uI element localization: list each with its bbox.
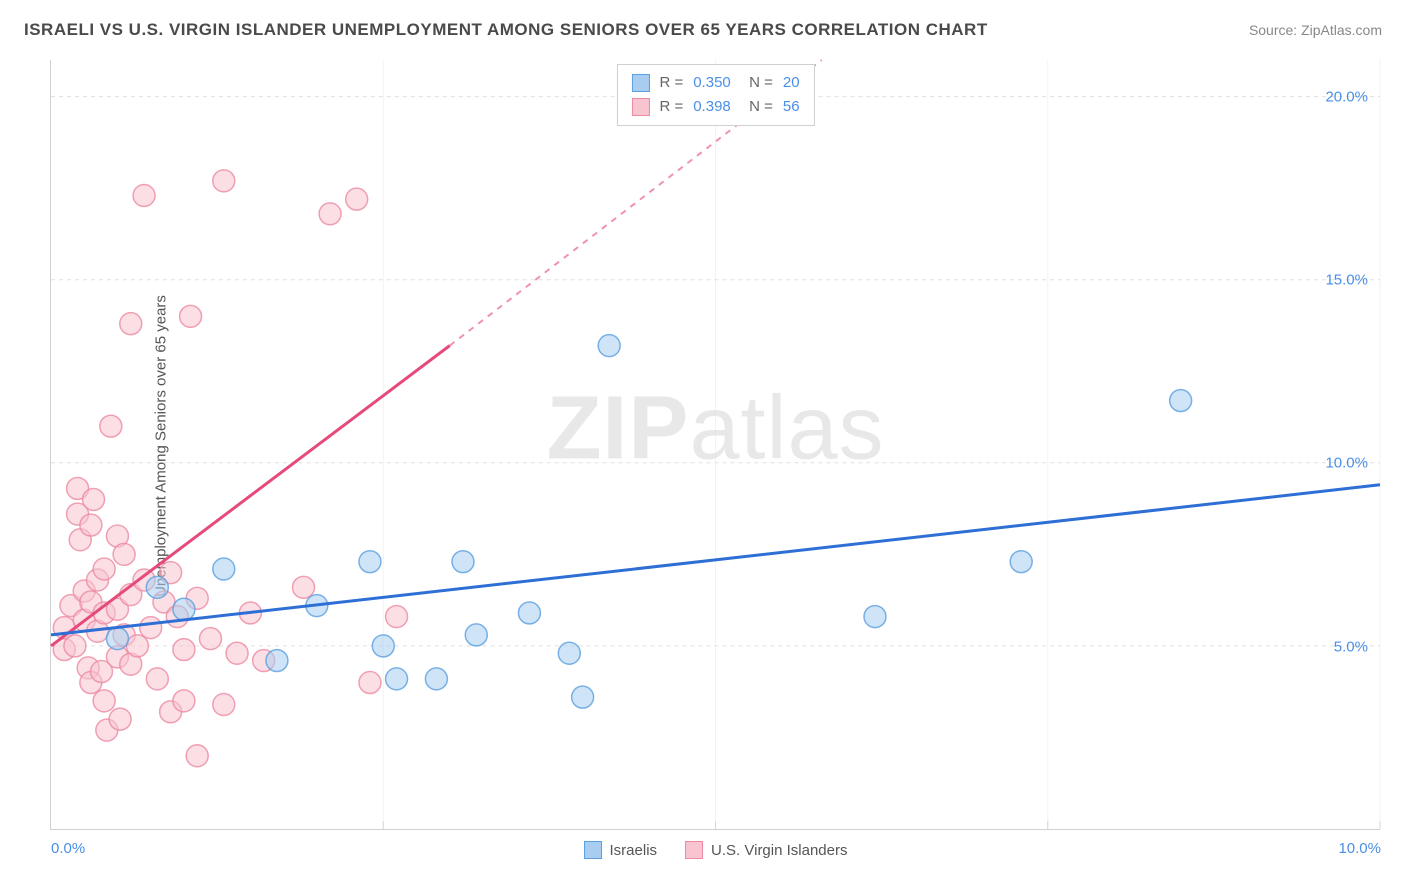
legend-row-usvi: R = 0.398 N = 56 [631,95,799,119]
swatch-pink-icon [685,841,703,859]
legend-item-israelis: Israelis [584,841,658,859]
legend-item-usvi: U.S. Virgin Islanders [685,841,847,859]
correlation-legend: R = 0.350 N = 20 R = 0.398 N = 56 [616,64,814,126]
chart-svg [51,60,1380,829]
x-tick-label: 10.0% [1338,840,1381,857]
y-tick-label: 20.0% [1325,88,1368,105]
chart-title: ISRAELI VS U.S. VIRGIN ISLANDER UNEMPLOY… [24,20,988,40]
x-tick-label: 0.0% [51,840,85,857]
swatch-pink [631,98,649,116]
source-attribution: Source: ZipAtlas.com [1249,22,1382,38]
series-legend: Israelis U.S. Virgin Islanders [584,841,848,859]
swatch-blue [631,74,649,92]
swatch-blue-icon [584,841,602,859]
y-tick-label: 5.0% [1334,638,1368,655]
y-tick-label: 10.0% [1325,455,1368,472]
legend-row-israelis: R = 0.350 N = 20 [631,71,799,95]
y-tick-label: 15.0% [1325,272,1368,289]
title-bar: ISRAELI VS U.S. VIRGIN ISLANDER UNEMPLOY… [24,20,1382,40]
plot-area: ZIPatlas R = 0.350 N = 20 R = 0.398 N = … [50,60,1380,830]
